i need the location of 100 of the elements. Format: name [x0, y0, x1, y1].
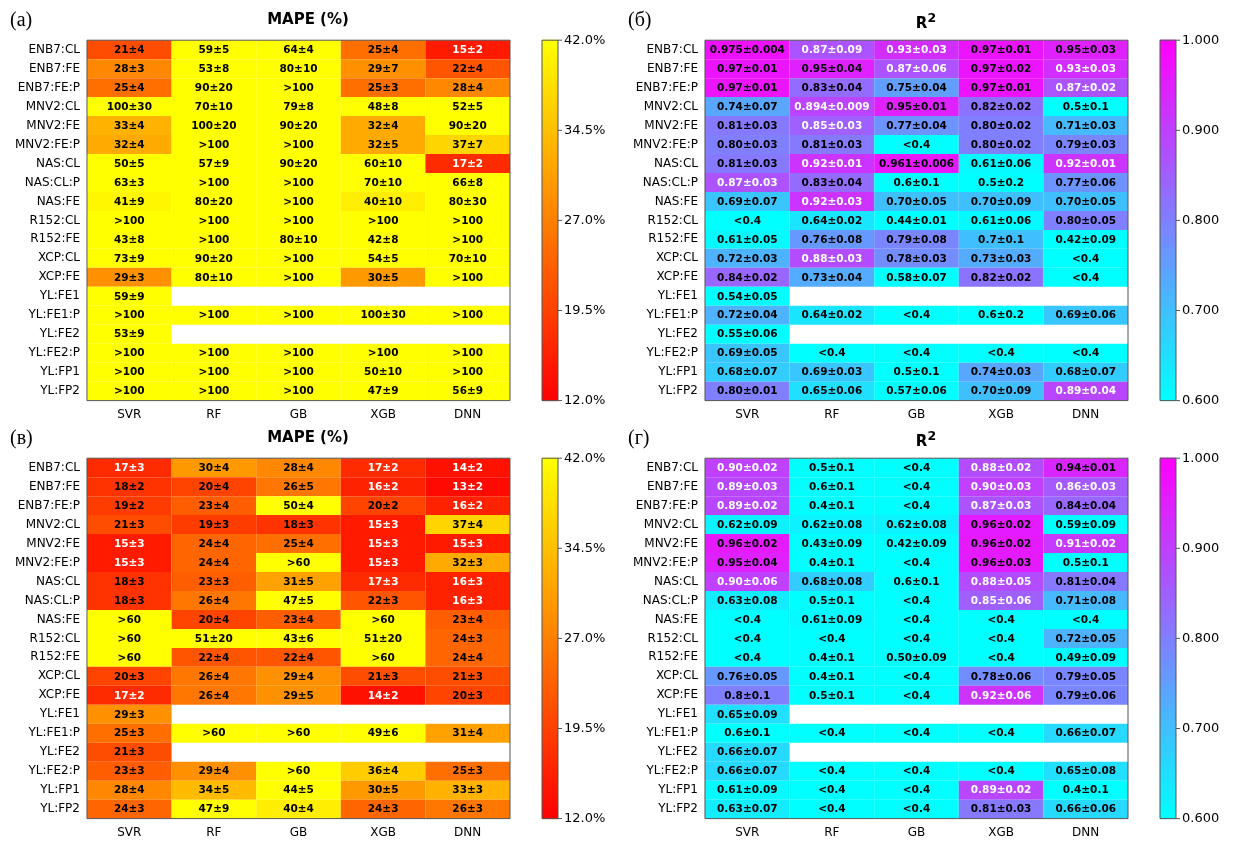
data-label: 0.90±0.02: [716, 460, 778, 473]
data-label: >100: [283, 137, 314, 150]
data-label: <0.4: [818, 726, 846, 739]
data-label: 20±4: [198, 612, 230, 625]
data-label: <0.4: [818, 631, 846, 644]
data-label: 25±4: [283, 536, 314, 549]
data-label: >100: [113, 308, 145, 321]
data-label: <0.4: [902, 346, 931, 359]
data-label: <0.4: [902, 479, 931, 492]
data-label: 14±2: [452, 460, 484, 473]
y-tick-label: MNV2:CL: [25, 516, 81, 531]
y-tick-label: YL:FE1:P: [27, 725, 80, 740]
data-label: <0.4: [987, 650, 1015, 663]
data-label: 24±3: [367, 802, 399, 815]
data-label: 0.72±0.05: [1055, 631, 1117, 644]
data-label: 0.59±0.09: [1055, 517, 1117, 530]
data-label: 0.86±0.03: [1055, 479, 1117, 492]
text: (б): [628, 8, 652, 31]
data-label: 0.894±0.009: [794, 99, 870, 112]
data-label: 0.79±0.06: [1055, 688, 1117, 701]
data-label: 59±9: [113, 289, 145, 302]
data-label: 23±4: [452, 612, 484, 625]
data-label: >100: [283, 175, 314, 188]
data-label: 0.92±0.01: [801, 156, 863, 169]
data-label: 0.5±0.1: [1062, 99, 1109, 112]
data-label: 0.62±0.08: [886, 517, 947, 530]
data-label: 50±10: [364, 365, 403, 378]
data-label: >100: [113, 365, 145, 378]
data-label: 15±2: [452, 42, 484, 55]
data-label: 90±20: [279, 118, 318, 131]
data-label: 19±2: [113, 498, 145, 511]
data-label: 0.69±0.06: [1055, 308, 1117, 321]
color-bar-label: 12.0%: [564, 391, 606, 407]
data-label: 22±4: [198, 650, 230, 663]
data-label: <0.4: [902, 669, 931, 682]
y-tick-label: YL:FE2:P: [645, 345, 698, 360]
y-tick-label: NAS:CL: [36, 155, 81, 170]
data-label: 0.95±0.03: [1055, 42, 1117, 55]
x-tick-label: RF: [824, 406, 840, 421]
data-label: 70±10: [448, 251, 487, 264]
y-tick-label: YL:FE2:P: [27, 763, 80, 778]
data-label: 0.88±0.02: [970, 460, 1032, 473]
y-tick-label: NAS:FE: [654, 611, 698, 626]
data-label: 79±8: [283, 99, 314, 112]
x-tick-label: RF: [206, 824, 222, 839]
data-label: 53±9: [113, 327, 145, 340]
data-label: 0.69±0.05: [716, 346, 778, 359]
data-label: 0.61±0.09: [801, 612, 863, 625]
data-label: 18±3: [283, 517, 314, 530]
y-tick-label: XCP:FE: [38, 269, 80, 284]
data-label: <0.4: [902, 137, 931, 150]
y-tick-label: YL:FP1: [39, 364, 80, 379]
data-label: <0.4: [987, 726, 1015, 739]
data-label: 25±3: [113, 726, 145, 739]
data-label: 0.72±0.03: [716, 251, 778, 264]
x-tick-label: GB: [289, 406, 308, 421]
color-bar-label: 34.5%: [564, 121, 606, 137]
data-label: 0.61±0.09: [716, 783, 778, 796]
data-label: 16±3: [452, 593, 484, 606]
data-label: 0.63±0.08: [716, 593, 778, 606]
data-label: 15±3: [113, 555, 145, 568]
data-label: 0.89±0.04: [1055, 384, 1117, 397]
data-label: 23±4: [198, 498, 230, 511]
data-label: 0.43±0.09: [801, 536, 863, 549]
data-label: <0.4: [987, 612, 1015, 625]
data-label: 17±2: [452, 156, 484, 169]
data-label: 0.42±0.09: [1055, 232, 1117, 245]
data-label: 0.81±0.03: [801, 137, 863, 150]
y-tick-label: MNV2:CL: [643, 98, 699, 113]
data-label: 0.82±0.02: [970, 99, 1032, 112]
y-tick-label: NAS:FE: [654, 193, 698, 208]
y-tick-label: ENB7:CL: [28, 41, 81, 56]
data-label: <0.4: [902, 631, 931, 644]
y-tick-label: YL:FE1: [38, 706, 80, 721]
data-label: 0.72±0.04: [716, 308, 778, 321]
data-label: 40±10: [364, 194, 403, 207]
data-label: 47±9: [367, 384, 399, 397]
data-label: 0.64±0.02: [801, 308, 863, 321]
y-tick-label: XCP:CL: [37, 250, 81, 265]
y-tick-label: YL:FP2: [39, 383, 80, 398]
data-label: 0.87±0.03: [716, 175, 778, 188]
data-label: 0.93±0.03: [1055, 61, 1117, 74]
data-label: 30±4: [198, 460, 230, 473]
data-label: 0.77±0.04: [886, 118, 947, 131]
data-label: <0.4: [733, 612, 761, 625]
color-bar-label: 0.700: [1182, 301, 1220, 317]
y-tick-label: R152:CL: [647, 212, 699, 227]
data-label: >100: [367, 213, 399, 226]
x-tick-label: SVR: [117, 824, 142, 839]
data-label: 59±5: [198, 42, 230, 55]
data-label: >100: [283, 270, 314, 283]
data-label: 0.71±0.03: [1055, 118, 1117, 131]
data-label: 0.68±0.07: [1055, 365, 1117, 378]
data-label: 0.80±0.01: [716, 384, 778, 397]
data-label: 0.79±0.08: [886, 232, 947, 245]
data-label: 15±3: [113, 536, 145, 549]
data-label: 30±5: [367, 270, 399, 283]
data-label: 0.74±0.03: [970, 365, 1032, 378]
data-label: 14±2: [367, 688, 399, 701]
data-label: 0.62±0.09: [716, 517, 778, 530]
